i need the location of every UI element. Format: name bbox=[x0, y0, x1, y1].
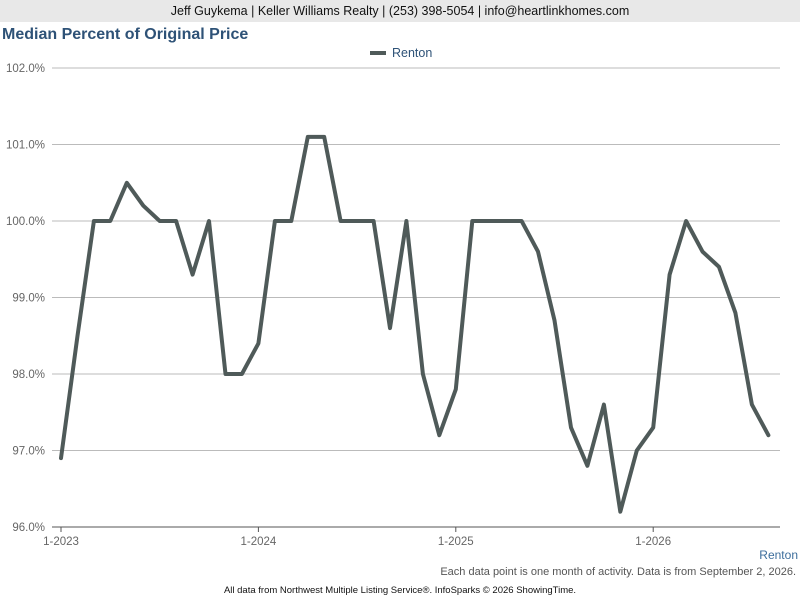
legend-swatch bbox=[370, 51, 386, 55]
footer-note: Each data point is one month of activity… bbox=[440, 566, 796, 578]
header-contact-text: Jeff Guykema | Keller Williams Realty | … bbox=[170, 4, 630, 18]
x-tick-label: 1-2024 bbox=[240, 536, 276, 548]
y-tick-label: 96.0% bbox=[12, 522, 45, 534]
y-tick-label: 98.0% bbox=[12, 369, 45, 381]
x-tick-label: 1-2025 bbox=[438, 536, 474, 548]
chart-title: Median Percent of Original Price bbox=[2, 26, 249, 43]
footer-source: All data from Northwest Multiple Listing… bbox=[223, 585, 577, 596]
y-tick-label: 97.0% bbox=[12, 446, 45, 458]
footer-series-label: Renton bbox=[759, 548, 798, 562]
series-line-renton bbox=[59, 134, 771, 514]
x-tick-label: 1-2026 bbox=[635, 536, 671, 548]
y-tick-label: 101.0% bbox=[6, 140, 45, 152]
line-chart: 96.0% 97.0% 98.0% 99.0% 100.0% 101.0% 102.0% 1-… bbox=[6, 63, 780, 548]
legend[interactable]: Renton bbox=[370, 46, 432, 60]
legend-label: Renton bbox=[392, 46, 433, 60]
y-tick-label: 99.0% bbox=[12, 293, 45, 305]
header-bar bbox=[0, 0, 800, 22]
y-tick-label: 100.0% bbox=[6, 216, 45, 228]
x-tick-label: 1-2023 bbox=[43, 536, 79, 548]
y-tick-label: 102.0% bbox=[6, 63, 45, 75]
